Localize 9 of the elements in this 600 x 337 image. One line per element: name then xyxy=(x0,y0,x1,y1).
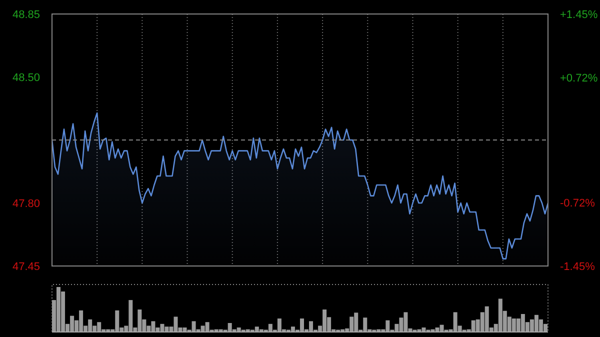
y2-tick-label: +1.45% xyxy=(560,9,598,21)
y-tick-label: 47.80 xyxy=(12,198,40,210)
y2-tick-label: +0.72% xyxy=(560,72,598,84)
y2-tick-label: -1.45% xyxy=(560,261,596,273)
y2-tick-label: -0.72% xyxy=(560,198,596,210)
y-tick-label: 48.85 xyxy=(12,9,40,21)
y-tick-label: 48.50 xyxy=(12,72,40,84)
y-tick-label: 47.45 xyxy=(12,261,40,273)
bar xyxy=(543,324,548,332)
